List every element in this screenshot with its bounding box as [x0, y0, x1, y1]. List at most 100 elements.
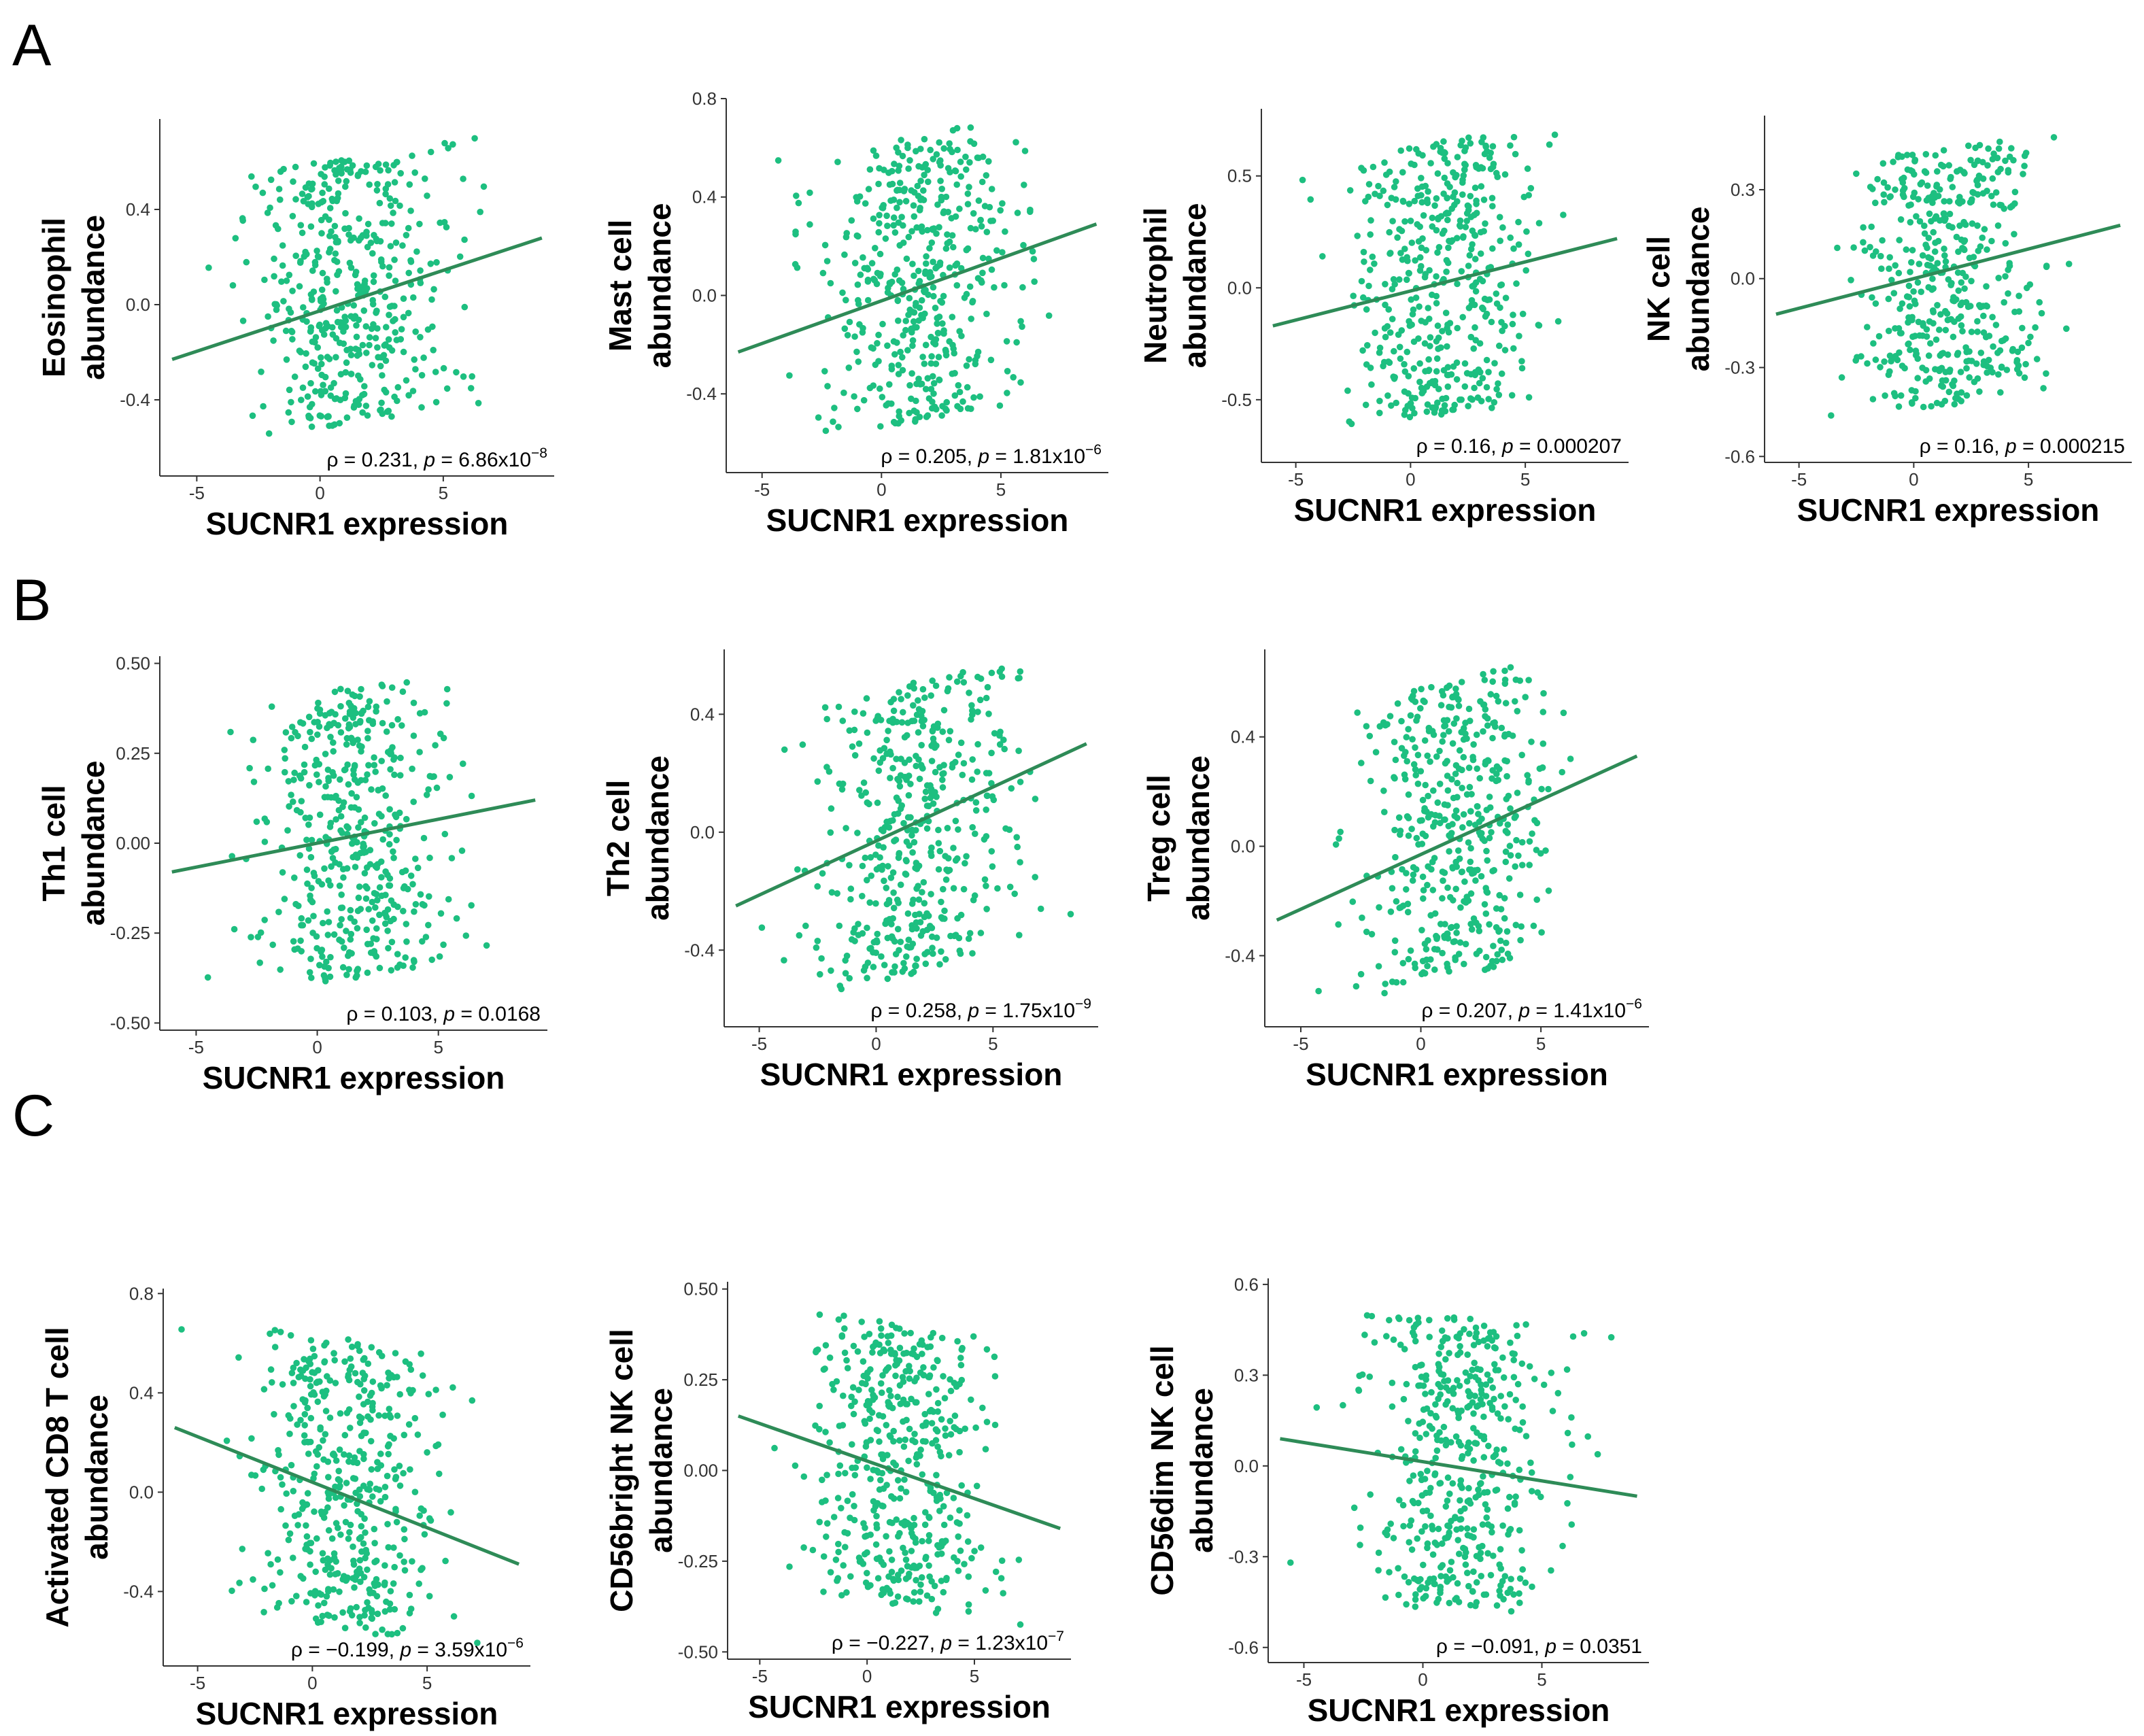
data-point — [1030, 256, 1038, 262]
data-point — [792, 1462, 799, 1469]
data-point — [394, 1629, 401, 1637]
data-point — [1958, 279, 1965, 286]
rho-text: ρ = −0.091, — [1436, 1635, 1546, 1658]
data-point — [1919, 252, 1926, 259]
data-point — [440, 941, 447, 949]
data-point — [356, 1493, 364, 1500]
data-point — [1472, 288, 1480, 295]
data-point — [1411, 197, 1418, 205]
data-point — [204, 974, 211, 981]
data-point — [2043, 263, 2050, 271]
data-point — [940, 762, 947, 768]
data-point — [802, 922, 809, 930]
data-point — [1413, 146, 1420, 153]
data-point — [2026, 281, 2034, 288]
data-point — [1442, 816, 1448, 823]
data-point — [885, 863, 891, 870]
data-point — [271, 1327, 279, 1333]
data-point — [372, 163, 379, 171]
data-point — [1463, 735, 1470, 742]
data-point — [1416, 1586, 1423, 1593]
data-point — [903, 1595, 910, 1602]
data-point — [864, 924, 870, 932]
data-point — [1433, 141, 1440, 148]
data-point — [364, 969, 371, 976]
data-point — [306, 782, 313, 789]
data-point — [1527, 1459, 1534, 1466]
data-point — [1526, 1363, 1533, 1370]
data-point — [2009, 347, 2016, 354]
data-point — [371, 889, 378, 897]
y-axis-title: Activated CD8 T cell abundance — [39, 1327, 114, 1627]
data-point — [317, 1424, 324, 1431]
data-point — [1376, 723, 1384, 730]
data-point — [1340, 1401, 1346, 1409]
data-point — [1392, 853, 1399, 861]
data-point — [940, 292, 947, 300]
data-point — [304, 1490, 311, 1497]
data-point — [387, 243, 394, 250]
data-point — [946, 674, 953, 681]
data-point — [1435, 345, 1442, 352]
correlation-annotation: ρ = 0.16, p = 0.000215 — [1920, 435, 2125, 458]
data-point — [1019, 323, 1025, 330]
data-point — [384, 906, 392, 913]
data-point — [1440, 692, 1447, 699]
data-point — [1936, 367, 1943, 375]
data-point — [1477, 1432, 1484, 1440]
data-point — [352, 1475, 359, 1482]
data-point — [1963, 358, 1970, 365]
data-point — [913, 962, 919, 970]
data-point — [361, 870, 369, 876]
data-point — [879, 862, 886, 870]
data-point — [947, 1376, 953, 1383]
data-point — [899, 1374, 906, 1380]
data-point — [1878, 265, 1885, 273]
data-point — [398, 326, 405, 333]
data-point — [1427, 912, 1434, 919]
data-point — [343, 359, 350, 367]
data-point — [1433, 368, 1440, 375]
data-point — [292, 196, 299, 203]
data-point — [1448, 1439, 1454, 1446]
data-point — [827, 829, 834, 836]
data-point — [835, 1316, 843, 1323]
data-point — [443, 700, 450, 707]
data-point — [922, 160, 930, 168]
data-point — [955, 1567, 962, 1574]
data-point — [879, 1372, 886, 1379]
data-point — [843, 1357, 850, 1364]
x-tick-label: 5 — [996, 479, 1006, 500]
data-point — [2063, 325, 2070, 333]
data-point — [1956, 167, 1964, 173]
data-point — [299, 229, 306, 237]
correlation-annotation: ρ = 0.16, p = 0.000207 — [1416, 435, 1622, 458]
data-point — [333, 816, 339, 823]
data-point — [1444, 758, 1450, 765]
data-point — [1004, 390, 1010, 396]
data-point — [1442, 1356, 1449, 1363]
data-point — [1974, 318, 1981, 325]
data-point — [1357, 1542, 1363, 1548]
data-point — [1534, 1489, 1541, 1496]
data-point — [836, 1462, 844, 1469]
data-point — [822, 1342, 830, 1349]
data-point — [297, 719, 304, 726]
data-point — [392, 277, 399, 284]
data-point — [1441, 155, 1448, 163]
data-point — [1482, 706, 1489, 713]
data-point — [848, 936, 855, 943]
data-point — [1510, 133, 1518, 141]
data-point — [388, 897, 395, 904]
data-point — [999, 200, 1006, 207]
data-point — [970, 140, 978, 148]
y-tick-label: -0.6 — [1724, 446, 1755, 466]
data-point — [1429, 1526, 1436, 1533]
data-point — [341, 1502, 347, 1509]
data-point — [313, 933, 320, 940]
data-point — [1511, 1350, 1518, 1357]
data-point — [1900, 174, 1907, 182]
data-point — [260, 403, 267, 410]
data-point — [970, 394, 977, 401]
data-point — [851, 1471, 859, 1479]
